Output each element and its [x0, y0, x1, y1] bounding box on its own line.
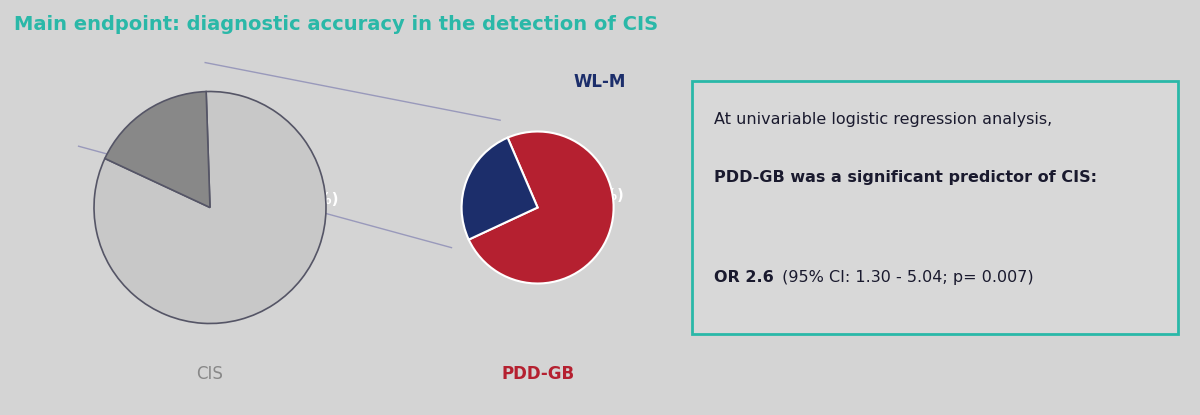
Wedge shape: [462, 138, 538, 239]
Text: At univariable logistic regression analysis,: At univariable logistic regression analy…: [714, 112, 1052, 127]
Text: PDD-GB was a significant predictor of CIS:: PDD-GB was a significant predictor of CI…: [714, 170, 1097, 185]
Text: CIS: CIS: [197, 364, 223, 383]
Text: (95% CI: 1.30 - 5.04; p= 0.007): (95% CI: 1.30 - 5.04; p= 0.007): [778, 270, 1034, 285]
Wedge shape: [104, 92, 210, 208]
Text: 51 (18%): 51 (18%): [262, 192, 338, 207]
Text: 240 (82%): 240 (82%): [101, 192, 188, 207]
Text: 38 (74%): 38 (74%): [474, 200, 548, 215]
Text: Main endpoint: diagnostic accuracy in the detection of CIS: Main endpoint: diagnostic accuracy in th…: [14, 15, 659, 34]
Wedge shape: [94, 91, 326, 324]
FancyBboxPatch shape: [692, 81, 1178, 334]
Text: OR 2.6: OR 2.6: [714, 270, 774, 285]
Text: PDD-GB: PDD-GB: [502, 364, 574, 383]
Wedge shape: [469, 132, 613, 283]
Text: WL-M: WL-M: [574, 73, 625, 90]
Text: 13 (26%): 13 (26%): [550, 188, 624, 203]
